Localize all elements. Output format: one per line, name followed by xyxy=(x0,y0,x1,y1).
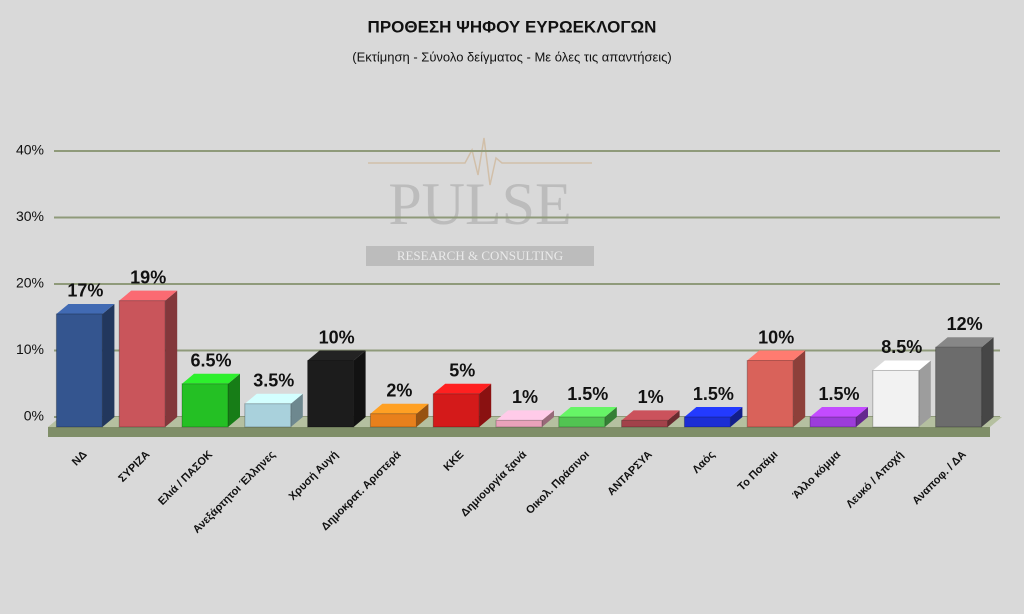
bar-top xyxy=(496,410,554,421)
value-label: 1% xyxy=(512,387,538,407)
bar-side xyxy=(918,360,931,427)
bar xyxy=(683,416,731,428)
bar xyxy=(307,360,355,428)
bar-side xyxy=(604,407,617,427)
value-label: 1% xyxy=(638,387,664,407)
value-label: 10% xyxy=(319,327,355,347)
bar xyxy=(244,403,292,428)
bar-side xyxy=(542,410,554,427)
watermark-band xyxy=(366,246,594,266)
bar-side xyxy=(353,350,366,427)
bar-side xyxy=(981,337,994,427)
bar xyxy=(809,416,857,428)
watermark-tagline: RESEARCH & CONSULTING xyxy=(397,248,563,263)
bar-side xyxy=(479,383,492,427)
bar-top xyxy=(810,407,868,418)
y-tick-label: 0% xyxy=(24,408,44,424)
y-tick-label: 30% xyxy=(16,208,44,224)
x-tick-label: ΝΔ xyxy=(70,449,90,469)
x-tick-label: Λαός xyxy=(690,448,717,475)
bar-top xyxy=(684,407,743,418)
x-tick-label: ΑΝΤΑΡΣΥΑ xyxy=(605,449,655,499)
bar xyxy=(746,360,794,428)
value-label: 17% xyxy=(67,281,103,301)
watermark: PULSE RESEARCH & CONSULTING xyxy=(366,137,594,266)
value-label: 1.5% xyxy=(567,384,608,404)
x-tick-label: Ελιά / ΠΑΣΟΚ xyxy=(156,449,215,508)
chart-title: ΠΡΟΘΕΣΗ ΨΗΦΟΥ ΕΥΡΩΕΚΛΟΓΩΝ xyxy=(368,17,657,36)
value-label: 1.5% xyxy=(818,384,859,404)
x-tick-label: Λευκό / Αποχή xyxy=(844,449,906,511)
bar-side xyxy=(416,403,429,427)
bar-top xyxy=(872,360,931,371)
bar xyxy=(495,419,543,428)
bar xyxy=(181,383,229,428)
bar-top xyxy=(621,410,680,421)
bar-top xyxy=(119,290,178,301)
bar-top xyxy=(182,373,240,384)
bar xyxy=(935,346,983,428)
bar-top xyxy=(244,393,303,404)
bar xyxy=(369,413,417,428)
chart-subtitle: (Εκτίμηση - Σύνολο δείγματος - Με όλες τ… xyxy=(352,49,672,64)
bar xyxy=(558,416,606,428)
value-label: 3.5% xyxy=(253,370,294,390)
bar-top xyxy=(370,403,429,414)
bar-side xyxy=(793,350,806,427)
x-tick-label: ΣΥΡΙΖΑ xyxy=(116,449,152,485)
x-tick-label: Οικολ. Πράσινοι xyxy=(524,449,592,517)
x-tick-label: Χρυσή Αυγή xyxy=(287,448,341,502)
watermark-pulse xyxy=(368,137,592,186)
floor-front xyxy=(48,427,990,437)
bar-side xyxy=(667,410,680,427)
bar-top xyxy=(433,383,492,394)
bar xyxy=(621,419,669,428)
bar-top xyxy=(747,350,806,361)
bar-top xyxy=(935,337,994,348)
value-label: 12% xyxy=(947,314,983,334)
y-tick-label: 20% xyxy=(16,275,44,291)
value-label: 10% xyxy=(758,327,794,347)
bar xyxy=(55,313,103,428)
value-label: 6.5% xyxy=(190,351,231,371)
bar xyxy=(872,369,920,428)
bar xyxy=(432,393,480,428)
value-label: 2% xyxy=(386,380,412,400)
x-tick-label: ΚΚΕ xyxy=(441,449,466,474)
bar-side xyxy=(856,407,868,427)
bar-side xyxy=(102,303,115,427)
y-tick-label: 40% xyxy=(16,142,44,158)
x-tick-label: Άλλο κόμμα xyxy=(790,449,843,502)
bar-side xyxy=(228,373,240,427)
bar-top xyxy=(558,407,617,418)
bar-side xyxy=(165,290,178,427)
x-tick-label: Αναποφ. / ΔΑ xyxy=(910,449,969,508)
x-tick-label: Δημιουργία ξανά xyxy=(459,449,530,520)
value-label: 8.5% xyxy=(881,337,922,357)
bar-top xyxy=(307,350,366,361)
bar-side xyxy=(730,407,743,427)
value-label: 1.5% xyxy=(693,384,734,404)
bar xyxy=(118,300,166,428)
bar-top xyxy=(56,303,115,314)
value-label: 19% xyxy=(130,267,166,287)
x-tick-label: Το Ποτάμι xyxy=(736,449,781,494)
bar-side xyxy=(290,393,303,427)
value-label: 5% xyxy=(449,361,475,381)
watermark-name: PULSE xyxy=(388,171,571,237)
y-tick-label: 10% xyxy=(16,341,44,357)
